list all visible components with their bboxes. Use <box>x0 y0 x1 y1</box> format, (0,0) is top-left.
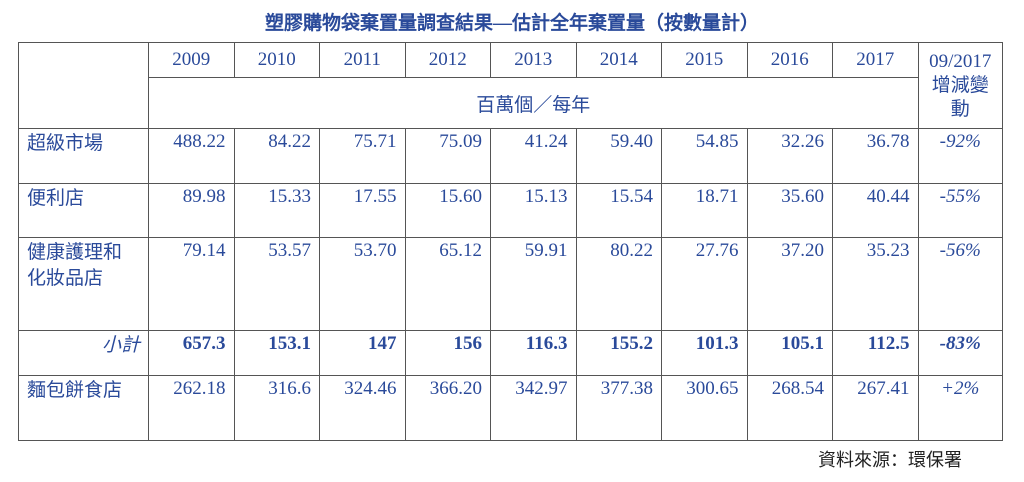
cell-value: 657.3 <box>148 330 235 376</box>
cell-value: 27.76 <box>661 237 748 331</box>
data-row: 麵包餅食店 262.18 316.6 324.46 366.20 342.97 377.38… <box>18 375 1003 441</box>
cell-value: 300.65 <box>661 375 748 441</box>
cell-value: 37.20 <box>746 237 833 331</box>
cell-value: 35.23 <box>832 237 919 331</box>
cell-value: 324.46 <box>319 375 406 441</box>
cell-value: 75.71 <box>319 128 406 184</box>
source: 資料來源：環保署 <box>818 450 962 470</box>
change-value: -83% <box>917 330 1003 376</box>
cell-value: 36.78 <box>832 128 919 184</box>
row-label: 健康護理和化妝品店 <box>18 237 149 331</box>
cell-value: 267.41 <box>832 375 919 441</box>
change-header: 09/2017 增減變動 <box>917 42 1003 129</box>
header-row: 2009 2010 2011 2012 2013 2014 2015 2016 2017 09/2… <box>18 42 1003 129</box>
cell-value: 18.71 <box>661 183 748 238</box>
year-header: 2009 <box>148 42 235 78</box>
cell-value: 155.2 <box>575 330 662 376</box>
corner <box>18 42 149 129</box>
cell-value: 59.91 <box>490 237 577 331</box>
cell-value: 89.98 <box>148 183 235 238</box>
cell-value: 101.3 <box>661 330 748 376</box>
row-label: 便利店 <box>18 183 149 238</box>
data-row: 超級市場 488.22 84.22 75.71 75.09 41.24 59.40 54.85… <box>18 128 1003 184</box>
cell-value: 15.33 <box>233 183 320 238</box>
cell-value: 112.5 <box>832 330 919 376</box>
change-value: -92% <box>917 128 1003 184</box>
cell-value: 268.54 <box>746 375 833 441</box>
cell-value: 156 <box>404 330 491 376</box>
cell-value: 316.6 <box>233 375 320 441</box>
data-row: 健康護理和化妝品店 79.14 53.57 53.70 65.12 59.91 80.22 2… <box>18 237 1003 331</box>
row-label: 小計 <box>18 330 149 376</box>
cell-value: 53.57 <box>233 237 320 331</box>
cell-value: 41.24 <box>490 128 577 184</box>
unit: 百萬個／每年 <box>148 77 919 129</box>
cell-value: 342.97 <box>490 375 577 441</box>
change-value: -55% <box>917 183 1003 238</box>
year-header: 2011 <box>319 42 406 78</box>
row-label: 超級市場 <box>18 128 149 184</box>
cell-value: 54.85 <box>661 128 748 184</box>
year-header: 2016 <box>746 42 833 78</box>
cell-value: 262.18 <box>148 375 235 441</box>
cell-value: 153.1 <box>233 330 320 376</box>
cell-value: 53.70 <box>319 237 406 331</box>
year-header: 2013 <box>490 42 577 78</box>
cell-value: 377.38 <box>575 375 662 441</box>
title: 塑膠購物袋棄置量調查結果—估計全年棄置量（按數量計） <box>264 13 759 34</box>
cell-value: 84.22 <box>233 128 320 184</box>
cell-value: 488.22 <box>148 128 235 184</box>
data-row: 便利店 89.98 15.33 17.55 15.60 15.13 15.54 18.71 35… <box>18 183 1003 238</box>
row-label: 麵包餅食店 <box>18 375 149 441</box>
cell-value: 116.3 <box>490 330 577 376</box>
year-header: 2014 <box>575 42 662 78</box>
cell-value: 105.1 <box>746 330 833 376</box>
year-header: 2010 <box>233 42 320 78</box>
cell-value: 75.09 <box>404 128 491 184</box>
cell-value: 65.12 <box>404 237 491 331</box>
cell-value: 366.20 <box>404 375 491 441</box>
change-value: +2% <box>917 375 1003 441</box>
year-header: 2015 <box>661 42 748 78</box>
cell-value: 32.26 <box>746 128 833 184</box>
year-header: 2017 <box>832 42 919 78</box>
year-header: 2012 <box>404 42 491 78</box>
cell-value: 35.60 <box>746 183 833 238</box>
data-row: 小計 657.3 153.1 147 156 116.3 155.2 101.3 105.1 11… <box>18 330 1003 376</box>
cell-value: 79.14 <box>148 237 235 331</box>
cell-value: 17.55 <box>319 183 406 238</box>
change-value: -56% <box>917 237 1003 331</box>
cell-value: 147 <box>319 330 406 376</box>
unit-row: 百萬個／每年 <box>19 77 1003 129</box>
table: 2009 2010 2011 2012 2013 2014 2015 2016 2017 09/2… <box>18 42 1003 441</box>
cell-value: 15.60 <box>404 183 491 238</box>
cell-value: 15.13 <box>490 183 577 238</box>
cell-value: 80.22 <box>575 237 662 331</box>
cell-value: 40.44 <box>832 183 919 238</box>
cell-value: 59.40 <box>575 128 662 184</box>
cell-value: 15.54 <box>575 183 662 238</box>
